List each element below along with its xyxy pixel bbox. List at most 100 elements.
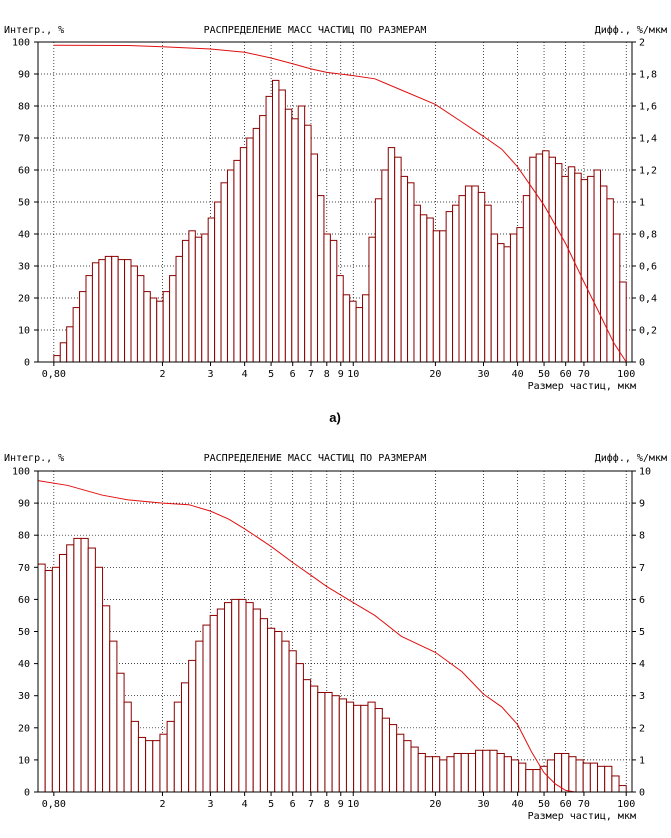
x-tick-label: 20: [429, 369, 441, 380]
histogram-bar: [80, 537, 89, 793]
histogram-bar: [349, 300, 357, 363]
histogram-bar: [410, 746, 419, 793]
histogram-bar: [503, 756, 512, 793]
histogram-bar: [231, 598, 240, 793]
histogram-bar: [252, 608, 261, 793]
histogram-bar: [460, 752, 469, 793]
histogram-bar: [597, 765, 606, 793]
histogram-bar: [509, 233, 518, 363]
histogram-bar: [295, 663, 304, 793]
right-tick-label: 9: [639, 499, 645, 510]
x-tick-label: 60: [560, 369, 572, 380]
histogram-bar: [439, 230, 447, 363]
histogram-bar: [490, 233, 499, 363]
histogram-bar: [98, 259, 106, 363]
histogram-bar: [589, 762, 599, 793]
histogram-bar: [374, 198, 383, 363]
left-tick-label: 60: [18, 166, 30, 177]
histogram-bar: [214, 201, 222, 363]
histogram-bar: [496, 752, 505, 793]
x-tick-label: 50: [538, 799, 550, 810]
histogram-bar: [188, 230, 196, 363]
histogram-bar: [195, 640, 204, 793]
right-tick-label: 10: [639, 467, 651, 478]
right-tick-label: 0: [639, 358, 645, 369]
histogram-bar: [467, 752, 477, 793]
histogram-bar: [599, 185, 608, 363]
right-tick-label: 2: [639, 38, 645, 49]
integral-curve: [53, 44, 627, 363]
right-tick-label: 7: [639, 563, 645, 574]
integral-curve: [37, 480, 576, 793]
chart-panel-a: Интегр., % РАСПРЕДЕЛЕНИЕ МАСС ЧАСТИЦ ПО …: [4, 24, 667, 392]
histogram-bar: [317, 195, 325, 363]
x-tick-label: 50: [538, 369, 550, 380]
histogram-bar: [73, 537, 82, 793]
histogram-bar: [432, 756, 441, 793]
x-tick-label: 100: [617, 799, 635, 810]
x-tick-label: 9: [338, 799, 344, 810]
histogram-bar: [525, 769, 534, 793]
histogram-bar: [593, 169, 601, 363]
histogram-bar: [291, 118, 299, 363]
histogram-bar: [529, 156, 537, 363]
left-tick-label: 80: [18, 102, 30, 113]
histogram-bar: [489, 749, 498, 793]
right-tick-label: 1: [639, 198, 645, 209]
histogram-bar: [180, 682, 190, 793]
left-tick-label: 30: [18, 262, 30, 273]
chart-title: РАСПРЕДЕЛЕНИЕ МАСС ЧАСТИЦ ПО РАЗМЕРАМ: [204, 25, 427, 36]
histogram-bar: [381, 169, 389, 363]
histogram-bar: [587, 175, 595, 363]
histogram-bar: [317, 691, 326, 793]
histogram-bar: [477, 191, 486, 363]
chart-panel-b: Интегр., % РАСПРЕДЕЛЕНИЕ МАСС ЧАСТИЦ ПО …: [4, 452, 667, 822]
left-tick-label: 60: [18, 595, 30, 606]
left-axis-tick-labels: 0 10 20 30 40 50 60 70 80 90 100: [12, 38, 30, 369]
histogram-bar: [85, 275, 93, 363]
histogram-bar: [568, 756, 577, 793]
histogram-bar: [238, 598, 247, 793]
x-tick-label: 3: [208, 369, 214, 380]
histogram-bar: [604, 765, 613, 793]
left-tick-label: 0: [24, 788, 30, 799]
x-tick-label: 9: [338, 369, 344, 380]
histogram-bar: [194, 236, 203, 363]
histogram-bar: [284, 108, 293, 363]
histogram-bar: [130, 265, 138, 363]
histogram-bar: [417, 752, 426, 793]
histogram-bar: [458, 195, 466, 363]
histogram-bar: [216, 608, 226, 793]
histogram-bar: [201, 233, 209, 363]
histogram-bar: [606, 198, 614, 363]
x-tick-label: 7: [308, 799, 314, 810]
histogram-bar: [123, 701, 132, 793]
x-tick-label: 0,80: [42, 369, 66, 380]
histogram-bar: [355, 307, 364, 363]
histogram-bar: [575, 759, 584, 793]
histogram-bar: [310, 153, 319, 363]
x-tick-label: 2: [159, 369, 165, 380]
histogram-bar: [207, 217, 216, 363]
histogram-bar: [169, 275, 177, 363]
histogram-bar: [445, 211, 454, 363]
left-tick-label: 40: [18, 230, 30, 241]
histogram-bar: [453, 752, 462, 793]
right-tick-label: 0,6: [639, 262, 657, 273]
histogram-bar: [59, 342, 68, 363]
histogram-bar: [471, 185, 479, 363]
right-axis-tick-labels: 0 0,2 0,4 0,6 0,8 1 1,2 1,4 1,6 1,8 2: [639, 38, 657, 369]
histogram-bar: [310, 685, 319, 793]
histogram-bar: [59, 553, 68, 793]
histogram-bar: [281, 640, 290, 793]
x-tick-label: 8: [324, 369, 330, 380]
right-tick-label: 1,8: [639, 70, 657, 81]
histogram-bar: [304, 124, 312, 363]
histogram-bar: [452, 204, 460, 363]
left-tick-label: 10: [18, 326, 30, 337]
x-axis-title: Размер частиц, мкм: [528, 811, 636, 822]
histogram-bar: [136, 275, 145, 363]
histogram-bar: [360, 704, 369, 793]
histogram-bar: [387, 147, 396, 363]
left-axis-title: Интегр., %: [4, 453, 64, 464]
